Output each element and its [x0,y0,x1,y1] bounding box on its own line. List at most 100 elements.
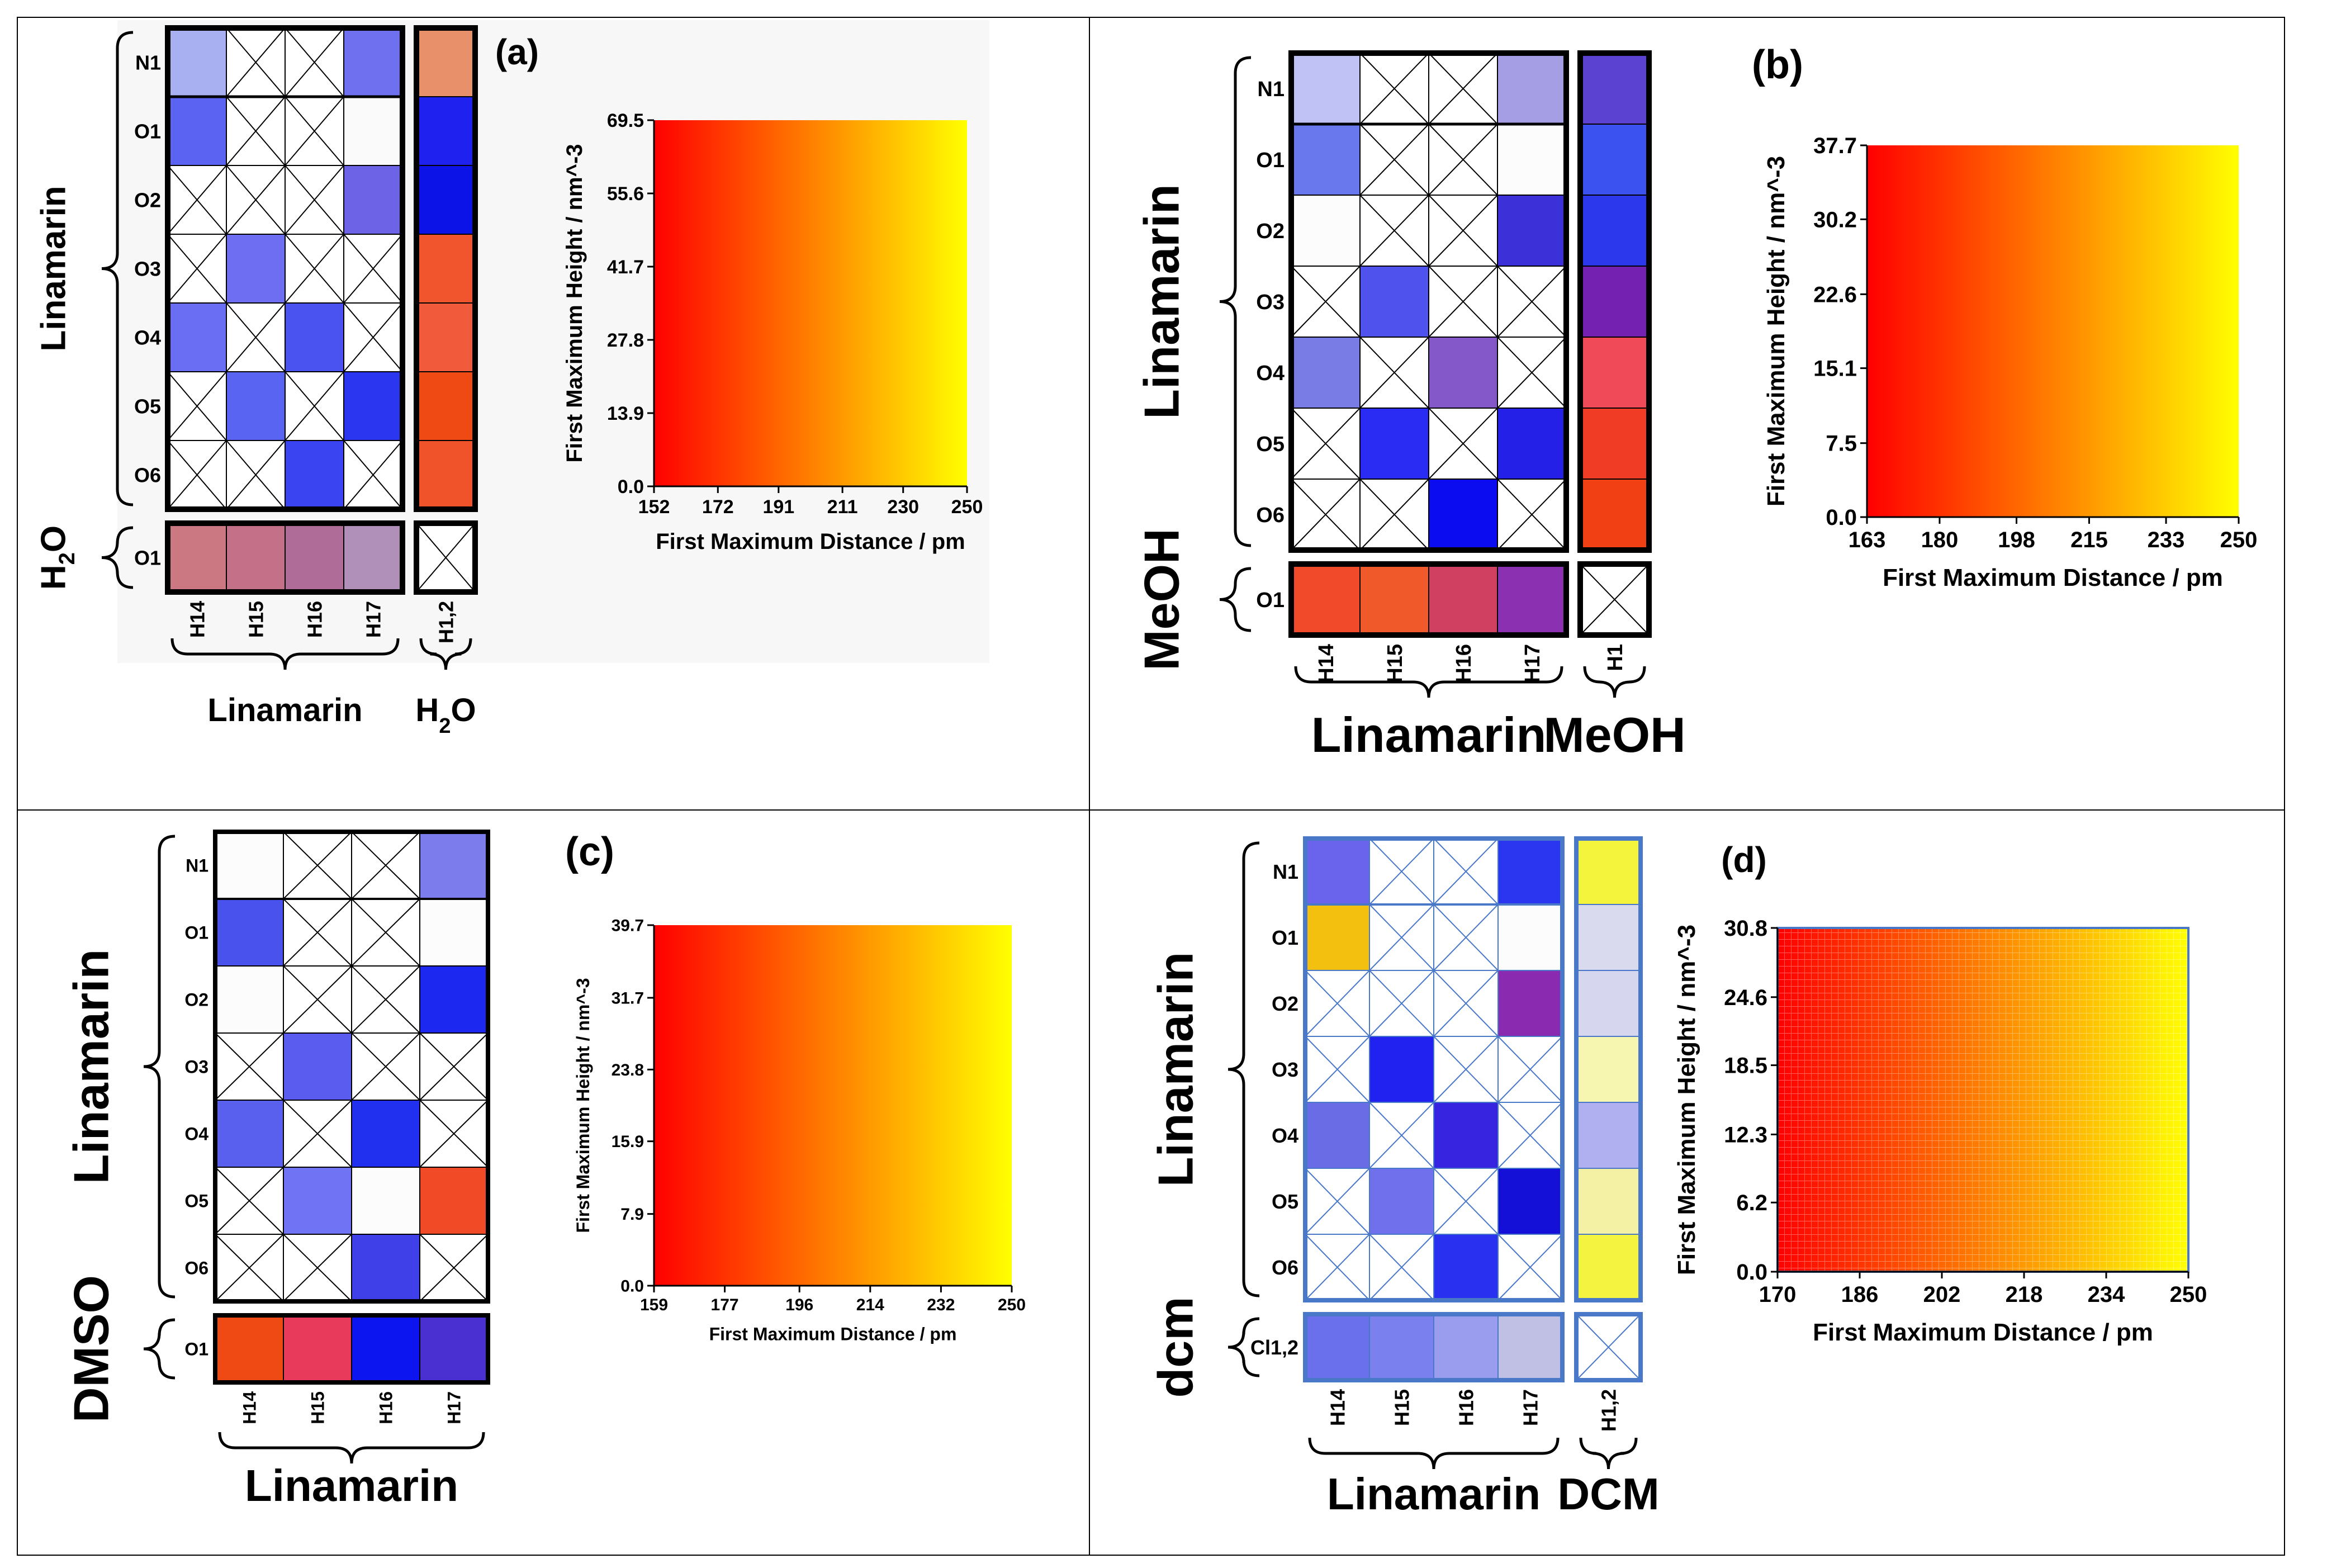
panel-label: (a) [495,32,539,72]
cell-cross-line [1369,970,1434,1037]
x-tick-label: 172 [702,496,734,518]
heatmap-cell [285,523,344,593]
heatmap-cell [1576,1036,1641,1103]
col-label: H1,2 [1597,1389,1620,1432]
row-label: O2 [1256,220,1285,243]
y-tick-label: 37.7 [1813,134,1857,158]
heatmap-cell [1497,53,1567,125]
col-group-brace [419,638,472,670]
row-label: O6 [1272,1256,1298,1279]
y-tick-label: 24.6 [1724,986,1767,1010]
row-group-label: Linamarin [34,186,73,351]
col-label: H1 [1604,644,1627,671]
x-tick-label: 211 [827,496,858,518]
col-group-brace [170,638,400,670]
heatmap-cell [351,1100,420,1168]
x-tick-label: 186 [1841,1282,1879,1307]
row-group-label: MeOH [1134,528,1189,670]
cell-cross-line [1359,337,1429,409]
cell-cross-line [226,302,286,372]
row-label: O3 [1256,291,1285,314]
cell-cross-line [285,27,344,97]
x-tick-label: 214 [856,1296,884,1314]
x-tick-label: 177 [711,1296,739,1314]
legend-y-title: First Maximum Height / nm^-3 [573,978,593,1233]
row-label: O1 [1256,149,1285,172]
col-group-label: MeOH [1543,707,1685,762]
col-group-label: DCM [1557,1469,1659,1519]
y-tick-label: 6.2 [1736,1191,1767,1215]
y-tick-label: 0.0 [1736,1260,1767,1285]
col-group-brace [1579,1437,1638,1470]
x-tick-label: 180 [1921,528,1959,552]
y-tick-label: 41.7 [607,257,644,278]
cell-cross-line [285,96,344,166]
cell-cross-line [1497,1102,1563,1169]
row-label: O5 [1272,1190,1298,1213]
row-group-brace [1227,1317,1260,1377]
row-label: O5 [184,1191,208,1211]
row-label: O2 [184,990,208,1010]
corner-cell-frame [414,520,478,595]
col-group-brace [1294,666,1563,698]
heatmap-cell [1580,195,1650,267]
corner-cell-frame [1574,1312,1643,1382]
y-tick-label: 30.2 [1813,207,1857,232]
x-tick-label: 191 [762,496,794,518]
heatmap-cell [1359,563,1429,636]
heatmap-cell [285,440,344,510]
x-tick-label: 152 [638,496,670,518]
cell-cross-line [1433,1168,1499,1235]
heatmap-cell [1369,1314,1434,1381]
legend-y-title: First Maximum Height / nm^-3 [562,144,587,462]
panel-label: (b) [1752,42,1803,87]
y-tick-label: 0.0 [1826,505,1857,530]
x-tick-label: 196 [785,1296,813,1314]
col-group-label: Linamarin [245,1461,458,1510]
heatmap-cell [1291,53,1361,125]
cell-cross-line [1291,266,1361,338]
heatmap-cell [1580,408,1650,480]
heatmap-cell [1497,124,1567,196]
cell-cross-line [1433,904,1499,971]
col-label: H17 [1519,1389,1542,1426]
heatmap-cell [1576,1234,1641,1301]
cell-cross-line [343,302,403,372]
legend-gradient-top-fill [654,925,1012,1286]
col-label: H14 [186,601,208,638]
heatmap-cell [1576,970,1641,1037]
heatmap-cell [1497,1168,1563,1235]
cell-cross-line [285,165,344,235]
heatmap-cell [226,234,286,304]
row-group-brace [101,526,134,589]
cell-cross-line [351,831,420,899]
y-tick-label: 15.1 [1813,357,1857,381]
y-tick-label: 18.5 [1724,1054,1767,1078]
legend-y-title: First Maximum Height / nm^-3 [1762,156,1790,506]
cell-cross-line [1428,53,1498,125]
y-tick-label: 55.6 [607,183,644,205]
legend-y-title: First Maximum Height / nm^-3 [1673,925,1700,1275]
col-group-label: Linamarin [1311,707,1547,762]
legend-gradient-top-fill [1867,145,2239,517]
cell-cross-line [1305,1036,1370,1103]
cell-cross-line [1428,195,1498,267]
heatmap-cell [1497,970,1563,1037]
col-group-brace [1308,1437,1560,1470]
heatmap-cell [351,1234,420,1302]
col-label: H17 [1521,644,1544,683]
cell-cross-line [226,96,286,166]
y-tick-label: 7.5 [1826,432,1857,456]
cell-cross-line [1433,1036,1499,1103]
row-group-brace [143,835,176,1299]
row-label: O4 [1272,1124,1298,1147]
x-tick-label: 250 [951,496,983,518]
row-group-brace [1227,841,1260,1297]
row-label: N1 [1273,860,1298,883]
heatmap-cell [1359,408,1429,480]
cell-cross-line [1305,1168,1370,1235]
heatmap-cell [416,96,476,166]
